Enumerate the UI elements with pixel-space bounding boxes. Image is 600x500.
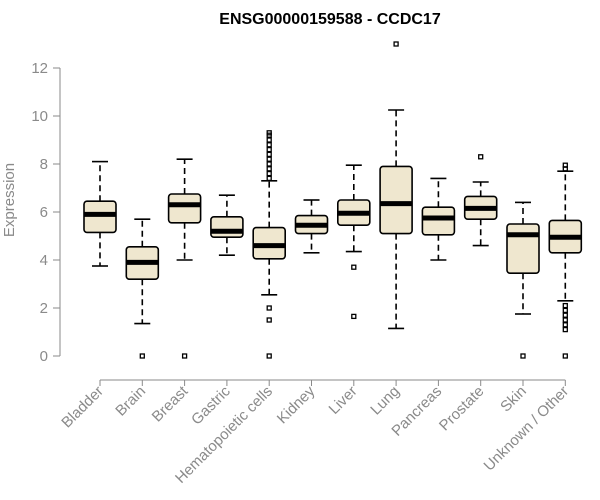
chart-title: ENSG00000159588 - CCDC17 xyxy=(219,11,441,28)
outlier-point xyxy=(562,302,568,309)
outlier-point xyxy=(266,317,272,323)
x-tick-label: Brain xyxy=(112,383,149,420)
y-tick-label: 2 xyxy=(40,300,48,317)
x-tick-label: Breast xyxy=(149,382,192,425)
box-iqr xyxy=(210,216,244,239)
outlier-point xyxy=(266,130,272,136)
x-tick-label: Bladder xyxy=(58,383,107,432)
outlier-point xyxy=(266,161,272,167)
x-tick-label: Prostate xyxy=(436,383,488,435)
y-tick-label: 4 xyxy=(40,252,48,269)
x-tick-label: Liver xyxy=(326,383,361,418)
outlier-point xyxy=(478,154,484,160)
outlier-point xyxy=(266,170,272,177)
box-iqr xyxy=(506,223,540,275)
outlier-point xyxy=(139,353,145,359)
box-group xyxy=(379,41,413,330)
outlier-point xyxy=(562,317,568,323)
outlier-point xyxy=(562,162,568,168)
outlier-point xyxy=(266,353,272,359)
outlier-point xyxy=(266,151,272,158)
y-tick-label: 8 xyxy=(40,156,48,173)
y-tick-label: 0 xyxy=(40,348,48,365)
box-group xyxy=(294,199,329,254)
box-iqr xyxy=(379,165,413,235)
x-tick-label: Kidney xyxy=(274,382,319,427)
outlier-point xyxy=(562,326,568,333)
outlier-point xyxy=(562,307,568,314)
outlier-point xyxy=(351,264,357,270)
box-group xyxy=(336,164,371,320)
outlier-point xyxy=(393,41,399,47)
outlier-point xyxy=(266,166,272,172)
outlier-point xyxy=(266,156,272,162)
box-iqr xyxy=(167,193,202,224)
box-group xyxy=(252,130,286,359)
outlier-point xyxy=(520,353,526,359)
box-group xyxy=(125,218,160,359)
box-group xyxy=(167,158,202,359)
plot-area xyxy=(83,41,583,359)
box-group xyxy=(463,154,498,247)
y-axis-label: Expression xyxy=(1,163,18,237)
box-group xyxy=(210,194,244,256)
y-tick-label: 12 xyxy=(31,60,48,77)
box-group xyxy=(506,201,540,359)
box-group xyxy=(548,162,583,359)
outlier-point xyxy=(351,313,357,320)
y-tick-label: 10 xyxy=(31,108,48,125)
box-group xyxy=(421,177,456,261)
outlier-point xyxy=(562,312,568,318)
outlier-point xyxy=(562,322,568,328)
outlier-point xyxy=(266,146,272,153)
outlier-point xyxy=(266,142,272,148)
x-tick-label: Lung xyxy=(367,383,403,419)
x-tick-label: Skin xyxy=(497,383,530,416)
box-iqr xyxy=(421,206,456,236)
y-tick-label: 6 xyxy=(40,204,48,221)
outlier-point xyxy=(266,305,272,311)
outlier-point xyxy=(266,137,272,143)
outlier-point xyxy=(562,353,568,359)
outlier-point xyxy=(181,353,188,359)
box-group xyxy=(83,160,117,267)
outlier-point xyxy=(266,175,272,182)
